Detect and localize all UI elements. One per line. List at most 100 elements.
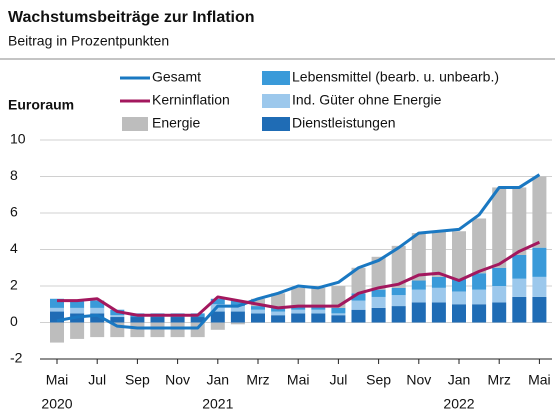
bar-segment	[391, 295, 406, 307]
bar-segment	[50, 307, 64, 312]
legend-label: Ind. Güter ohne Energie	[292, 92, 442, 108]
bar-segment	[532, 176, 547, 248]
bar-segment	[532, 276, 547, 297]
x-tick-label: Nov	[165, 372, 190, 388]
bar-segment	[230, 306, 245, 312]
bar-segment	[351, 267, 366, 294]
bar-segment	[90, 322, 105, 338]
bar-segment	[472, 218, 487, 274]
bar-segment	[331, 313, 346, 316]
bar-segment	[492, 286, 507, 303]
x-tick-label: Mrz	[246, 372, 269, 388]
bar-segment	[431, 276, 446, 288]
bar-segment	[271, 315, 286, 323]
bar-segment	[90, 300, 105, 308]
bar-segment	[291, 306, 306, 310]
x-tick-label: Jul	[88, 372, 106, 388]
bar-segment	[90, 307, 105, 314]
y-tick-label: 6	[10, 204, 18, 220]
bar-segment	[311, 287, 326, 307]
bar-segment	[512, 296, 527, 323]
y-tick-label: 2	[10, 277, 18, 293]
bar-segment	[230, 311, 245, 323]
bar-segment	[110, 317, 125, 323]
x-tick-label: Mai	[46, 372, 69, 388]
x-tick-label: Mrz	[488, 372, 511, 388]
bar-segment	[411, 233, 426, 281]
bar-segment	[251, 309, 265, 314]
bar-segment	[411, 280, 426, 290]
bar-segment	[512, 187, 527, 255]
bar-segment	[472, 289, 487, 305]
bar-segment	[271, 293, 286, 308]
bar-segment	[311, 309, 326, 314]
bar-segment	[391, 287, 406, 296]
bar-segment	[431, 302, 446, 323]
legend-label: Kerninflation	[152, 92, 230, 108]
bar-segment	[150, 317, 165, 323]
bar-segment	[50, 311, 64, 323]
line-series	[56, 173, 541, 330]
bar-segment	[452, 304, 466, 323]
bar-segment	[170, 322, 185, 338]
bar-segment	[291, 287, 306, 307]
legend-label: Gesamt	[152, 69, 201, 85]
bar-segment	[371, 256, 386, 290]
bar-segment	[70, 300, 85, 308]
y-tick-label: 8	[10, 167, 18, 183]
x-tick-label: Jan	[448, 372, 471, 388]
bar-segment	[351, 293, 366, 301]
x-tick-label: Nov	[406, 372, 431, 388]
bar-segment	[210, 298, 225, 305]
x-year-label: 2021	[202, 396, 233, 412]
bar-segment	[492, 302, 507, 323]
y-tick-label: 0	[10, 313, 18, 329]
bar-segment	[251, 298, 265, 307]
bar-segment	[311, 313, 326, 323]
x-tick-label: Jul	[329, 372, 347, 388]
x-tick-label: Jan	[207, 372, 230, 388]
bar-segment	[351, 309, 366, 323]
bar-segment	[291, 309, 306, 314]
bar-segment	[291, 313, 306, 323]
bar-segment	[371, 307, 386, 323]
bar-segment	[472, 304, 487, 323]
bar-segment	[351, 300, 366, 310]
bar-segment	[110, 315, 125, 318]
chart-subtitle: Beitrag in Prozentpunkten	[8, 33, 169, 49]
line-series	[57, 240, 541, 317]
x-tick-label: Mai	[528, 372, 551, 388]
legend-swatch	[262, 94, 290, 108]
bar-segment	[50, 322, 64, 343]
x-year-label: 2022	[443, 396, 474, 412]
bar-segment	[130, 317, 145, 323]
bar-segment	[230, 322, 245, 325]
bar-segment	[210, 311, 225, 323]
bar-segment	[492, 267, 507, 286]
y-tick-label: -2	[10, 350, 23, 366]
bar-segment	[271, 311, 286, 316]
x-tick-label: Sep	[125, 372, 150, 388]
legend-swatch	[262, 117, 290, 131]
legend-label: Energie	[152, 115, 200, 131]
bar-segment	[170, 317, 185, 323]
bar-segment	[452, 231, 466, 279]
bar-segment	[391, 306, 406, 323]
annotation: Euroraum	[8, 97, 74, 113]
bar-segment	[210, 322, 225, 330]
bar-segment	[452, 291, 466, 305]
bar-segment	[70, 307, 85, 314]
bar-segment	[50, 298, 64, 308]
bar-segment	[150, 322, 165, 338]
bar-segment	[331, 315, 346, 323]
bar-segment	[371, 296, 386, 308]
bar-segment	[90, 313, 105, 323]
legend-swatch	[122, 117, 148, 131]
bar-segment	[512, 254, 527, 279]
bar-segment	[190, 317, 205, 323]
x-year-label: 2020	[41, 396, 72, 412]
y-tick-label: 10	[10, 131, 26, 147]
bar-segment	[311, 306, 326, 310]
x-tick-label: Mai	[287, 372, 310, 388]
